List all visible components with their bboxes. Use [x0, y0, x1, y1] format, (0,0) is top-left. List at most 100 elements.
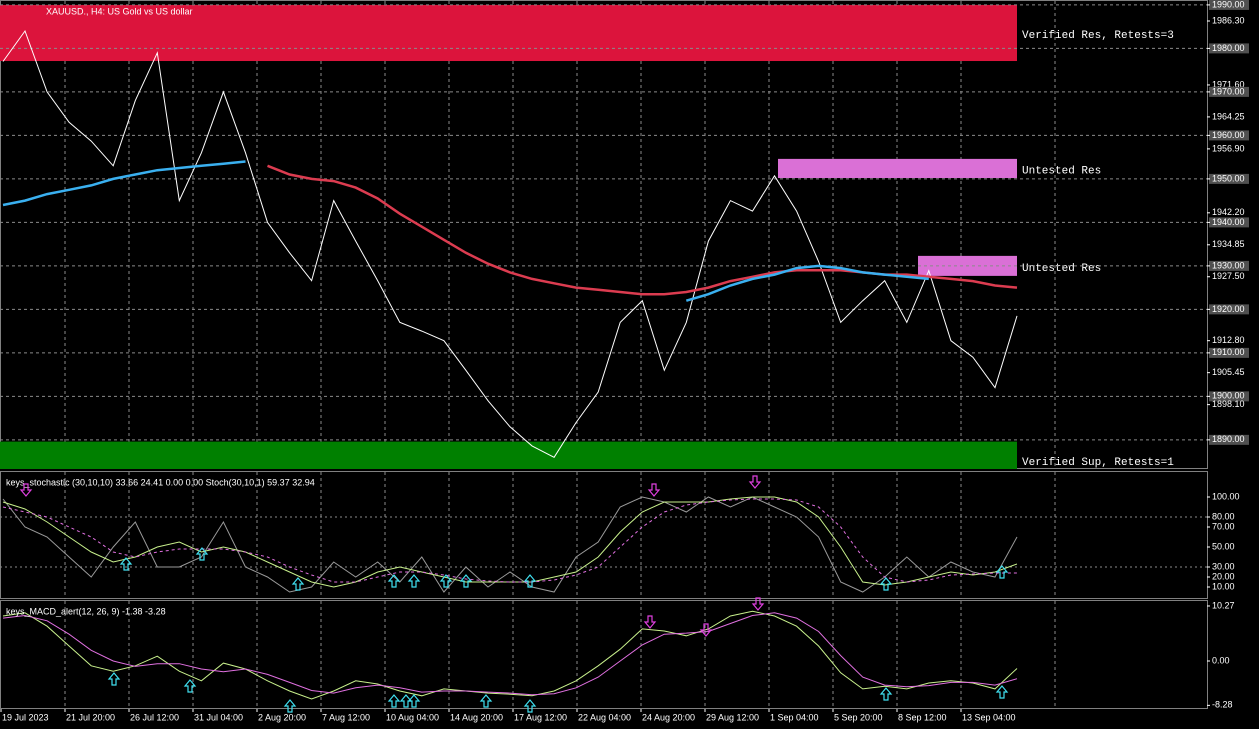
y-tick-label: 1930.00: [1212, 260, 1245, 270]
signal-arrow: [995, 685, 1009, 699]
signal-arrow: [119, 557, 133, 571]
level-box: [1209, 43, 1249, 54]
zone: [0, 441, 1017, 469]
zone-label: Verified Sup, Retests=1: [1022, 457, 1174, 469]
signal-arrow: [459, 574, 473, 588]
level-box: [1209, 260, 1249, 271]
signal-arrow: [291, 577, 305, 591]
y-tick-label: 10.27: [1212, 600, 1235, 610]
x-tick-label: 21 Jul 20:00: [66, 712, 115, 722]
x-tick-label: 29 Aug 12:00: [706, 712, 759, 722]
x-tick-label: 10 Aug 04:00: [386, 712, 439, 722]
signal-arrow: [479, 694, 493, 708]
level-box: [1209, 173, 1249, 184]
panel-title: keys_stochastic (30,10,10) 33.66 24.41 0…: [6, 477, 315, 487]
y-tick-label: 1986.30: [1212, 15, 1245, 25]
y-tick-label: 1990.00: [1212, 0, 1245, 9]
signal-arrow: [699, 623, 713, 637]
series-line: [2, 496, 1018, 593]
level-box: [1209, 304, 1249, 315]
panel-title: XAUUSD., H4: US Gold vs US dollar: [46, 6, 193, 16]
signal-arrow: [387, 574, 401, 588]
signal-arrow: [407, 694, 421, 708]
y-tick-label: 100.00: [1212, 491, 1240, 501]
panel-title: keys_MACD_alert(12, 26, 9) -1.38 -3.28: [6, 606, 166, 616]
y-tick-label: 1900.00: [1212, 391, 1245, 401]
y-tick-label: 1960.00: [1212, 130, 1245, 140]
signal-arrow: [643, 615, 657, 629]
y-tick-label: 1940.00: [1212, 217, 1245, 227]
y-tick-label: 1890.00: [1212, 434, 1245, 444]
series-line: [2, 29, 1018, 458]
y-tick-label: 30.00: [1212, 561, 1235, 571]
y-tick-label: 1971.60: [1212, 79, 1245, 89]
y-tick-label: 1905.45: [1212, 367, 1245, 377]
y-tick-label: 50.00: [1212, 541, 1235, 551]
x-tick-label: 26 Jul 12:00: [130, 712, 179, 722]
y-tick-label: 20.00: [1212, 571, 1235, 581]
x-tick-label: 22 Aug 04:00: [578, 712, 631, 722]
level-box: [1209, 391, 1249, 402]
x-tick-label: 2 Aug 20:00: [258, 712, 306, 722]
x-tick-label: 19 Jul 2023: [2, 712, 49, 722]
y-tick-label: 0.00: [1212, 655, 1230, 665]
signal-arrow: [995, 565, 1009, 579]
signal-arrow: [751, 597, 765, 611]
y-tick-label: 1956.90: [1212, 143, 1245, 153]
y-tick-label: 1927.50: [1212, 271, 1245, 281]
level-box: [1209, 130, 1249, 141]
signal-arrow: [387, 694, 401, 708]
level-box: [1209, 0, 1249, 10]
series-line: [2, 160, 929, 302]
y-tick-label: 1942.20: [1212, 207, 1245, 217]
signal-arrow: [748, 475, 762, 489]
signal-arrow: [107, 672, 121, 686]
signal-arrow: [879, 577, 893, 591]
signal-arrow: [523, 699, 537, 713]
series-line: [2, 496, 1018, 588]
signal-arrow: [19, 483, 33, 497]
x-tick-label: 24 Aug 20:00: [642, 712, 695, 722]
x-tick-label: 5 Sep 20:00: [834, 712, 883, 722]
x-tick-label: 1 Sep 04:00: [770, 712, 819, 722]
y-tick-label: 1910.00: [1212, 347, 1245, 357]
signal-arrow: [647, 483, 661, 497]
x-tick-label: 17 Aug 12:00: [514, 712, 567, 722]
y-tick-label: 1970.00: [1212, 86, 1245, 96]
zone: [0, 4, 1017, 62]
y-tick-label: 1950.00: [1212, 173, 1245, 183]
y-tick-label: 1912.80: [1212, 335, 1245, 345]
y-tick-label: 1920.00: [1212, 304, 1245, 314]
signal-arrow: [183, 679, 197, 693]
x-tick-label: 31 Jul 04:00: [194, 712, 243, 722]
zone: [778, 158, 1017, 179]
series-line: [2, 610, 1018, 700]
zone-label: Untested Res: [1022, 165, 1101, 177]
level-box: [1209, 347, 1249, 358]
y-tick-label: 80.00: [1212, 511, 1235, 521]
x-tick-label: 13 Sep 04:00: [962, 712, 1016, 722]
y-tick-label: 1934.85: [1212, 239, 1245, 249]
y-tick-label: 1898.10: [1212, 399, 1245, 409]
signal-arrow: [283, 699, 297, 713]
x-tick-label: 8 Sep 12:00: [898, 712, 947, 722]
signal-arrow: [195, 547, 209, 561]
signal-arrow: [523, 574, 537, 588]
signal-arrow: [439, 574, 453, 588]
macd-frame: [0, 600, 1208, 709]
x-tick-label: 14 Aug 20:00: [450, 712, 503, 722]
stoch-frame: [0, 471, 1208, 599]
signal-arrow: [407, 574, 421, 588]
series-line: [2, 498, 1017, 583]
level-box: [1209, 86, 1249, 97]
y-tick-label: -8.28: [1212, 700, 1233, 710]
level-box: [1209, 217, 1249, 228]
y-tick-label: 1964.25: [1212, 111, 1245, 121]
x-tick-label: 7 Aug 12:00: [322, 712, 370, 722]
series-line: [2, 612, 1018, 696]
signal-arrow: [879, 687, 893, 701]
zone-label: Verified Res, Retests=3: [1022, 30, 1174, 42]
y-tick-label: 70.00: [1212, 521, 1235, 531]
